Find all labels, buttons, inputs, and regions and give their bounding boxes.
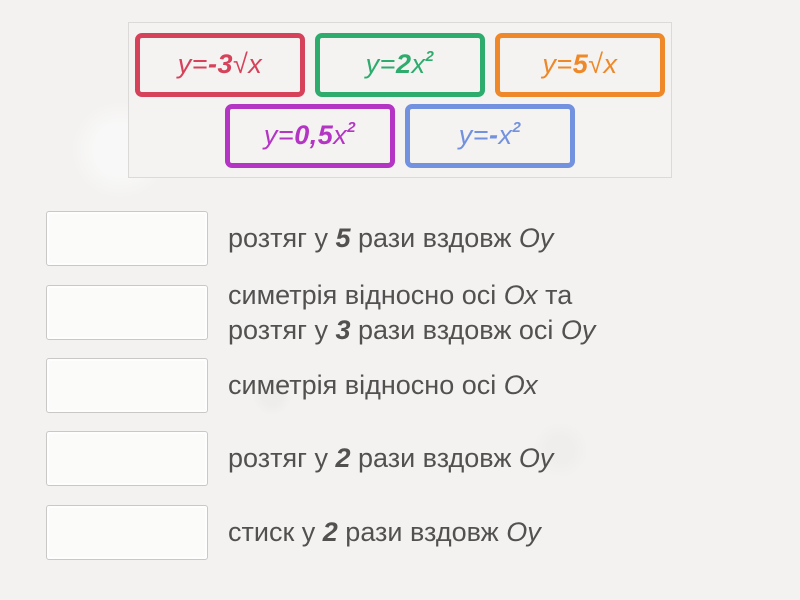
answer-tile[interactable]: y=0,5x2 [225,103,395,168]
tile-label: y=0,5x2 [263,119,357,150]
match-row: розтяг у 2 рази вздовж Оу [46,431,553,486]
match-prompt: симетрія відносно осі Ох та розтяг у 3 ра… [228,278,595,348]
prompt-line: стиск у 2 рази вздовж Оу [228,517,541,547]
answer-tile[interactable]: y=-3√x [135,32,305,97]
prompt-line: розтяг у 2 рази вздовж Оу [228,443,554,473]
prompt-line: симетрія відносно осі Ох [228,370,538,400]
match-row: розтяг у 5 рази вздовж Оу [46,211,553,266]
match-row: симетрія відносно осі Ох та розтяг у 3 ра… [46,280,595,345]
answer-tile[interactable]: y=-x2 [405,103,575,168]
tile-label: y=2x2 [365,48,435,79]
tile-label: y=5√x [542,49,618,79]
answer-tile[interactable]: y=2x2 [315,32,485,97]
answer-slot[interactable] [46,285,208,340]
prompt-line: розтяг у 3 рази вздовж осі Оу [228,314,596,345]
prompt-line: симетрія відносно осі Ох та [228,279,573,310]
answer-slot[interactable] [46,505,208,560]
tile-bank: y=-3√x y=2x2 y=5√x y=0,5x2 y=-x2 [128,22,672,178]
answer-slot[interactable] [46,358,208,413]
match-prompt: симетрія відносно осі Ох [228,368,538,403]
match-row: стиск у 2 рази вздовж Оу [46,505,541,560]
tile-label: y=-3√x [177,49,263,79]
tile-bank-row: y=-3√x y=2x2 y=5√x [135,32,665,97]
match-prompt: розтяг у 5 рази вздовж Оу [228,221,553,256]
match-prompt: розтяг у 2 рази вздовж Оу [228,441,553,476]
tile-bank-row: y=0,5x2 y=-x2 [225,103,575,168]
answer-slot[interactable] [46,211,208,266]
tile-label: y=-x2 [458,119,522,150]
prompt-line: розтяг у 5 рази вздовж Оу [228,223,554,253]
answer-slot[interactable] [46,431,208,486]
answer-tile[interactable]: y=5√x [495,32,665,97]
match-prompt: стиск у 2 рази вздовж Оу [228,515,541,550]
match-row: симетрія відносно осі Ох [46,358,538,413]
